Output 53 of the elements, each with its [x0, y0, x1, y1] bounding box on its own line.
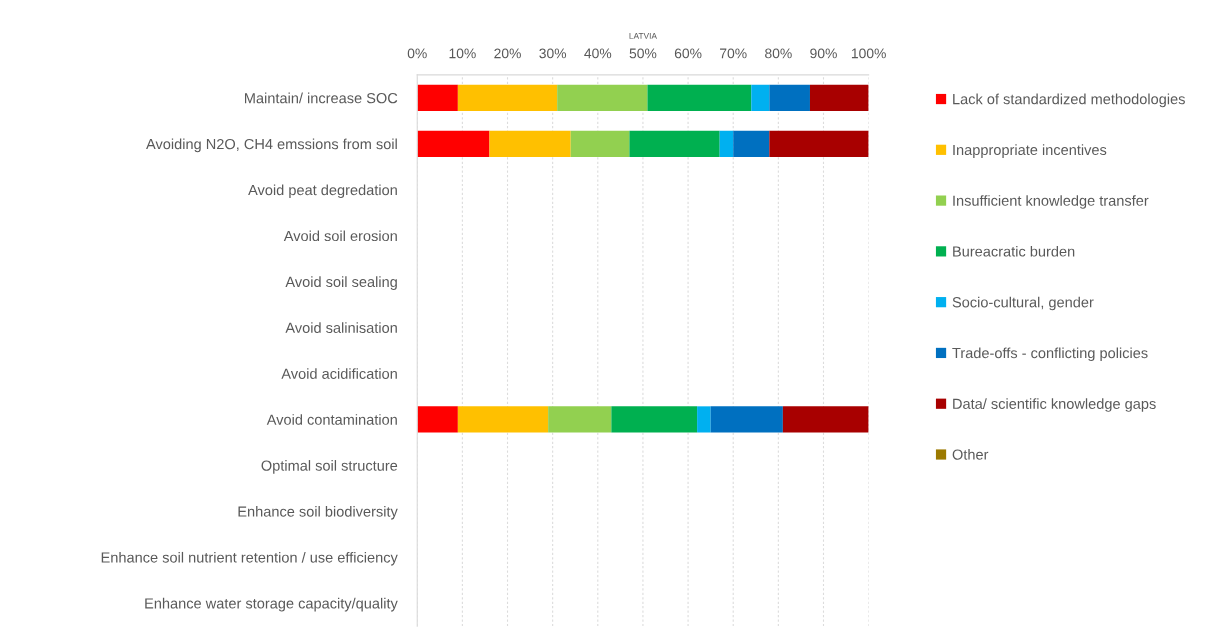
legend-label: Lack of standardized methodologies [953, 93, 1185, 108]
bar [457, 84, 558, 111]
y-tick-label: Optimal soil structure [261, 460, 398, 474]
legend-label: Data/ scientific knowledge gaps [953, 398, 1156, 412]
legend-label: Trade-offs - conflicting policies [952, 347, 1148, 362]
bar [417, 406, 458, 433]
bar [751, 84, 770, 111]
y-tick-label: Avoid acidification [281, 368, 397, 379]
y-tick-label: Enhance soil nutrient retention / use efficiency [101, 551, 398, 566]
x-tick-label: 20% [494, 48, 521, 59]
y-tick-label: Avoid peat degredation [248, 184, 397, 199]
bar [557, 84, 648, 111]
bar [710, 406, 783, 433]
bar [570, 130, 630, 157]
legend-label: Inappropriate incentives [953, 144, 1107, 158]
y-tick-label: Maintain/ increase SOC [245, 92, 398, 104]
y-tick-label: Avoiding N2O, CH4 emssions from soil [146, 138, 397, 153]
bar [782, 406, 869, 433]
bar [769, 130, 869, 157]
x-tick-label: 0% [407, 48, 427, 59]
legend-label: Bureacratic burden [953, 245, 1075, 257]
x-tick-label: 30% [539, 48, 567, 59]
legend-label: Socio-cultural, gender [952, 296, 1094, 311]
x-tick-label: 40% [584, 48, 612, 59]
legend-label: Insufficient knowledge transfer [953, 195, 1149, 209]
chart-title: LATVIA [629, 33, 657, 39]
bar [611, 406, 698, 433]
legend-label: Other [952, 449, 989, 460]
x-tick-label: 100% [851, 48, 886, 59]
x-tick-label: 60% [674, 48, 702, 59]
x-tick-label: 10% [449, 48, 476, 59]
bar [719, 130, 734, 157]
bar [417, 84, 458, 111]
bar [769, 84, 810, 111]
y-tick-label: Avoid contamination [266, 414, 397, 425]
x-tick-label: 90% [810, 48, 837, 59]
x-tick-label: 50% [629, 48, 657, 59]
x-tick-label: 80% [765, 48, 792, 59]
x-tick-label: 70% [720, 48, 747, 59]
y-tick-label: Enhance water storage capacity/quality [145, 597, 398, 612]
bar [697, 406, 711, 433]
bar [629, 130, 720, 157]
bar [457, 406, 549, 433]
y-tick-label: Avoid soil erosion [283, 230, 397, 242]
y-tick-label: Avoid soil sealing [285, 276, 397, 290]
y-tick-label: Enhance soil biodiversity [238, 506, 398, 520]
bar [647, 84, 752, 111]
y-tick-label: Avoid salinisation [285, 322, 397, 333]
bar [809, 84, 869, 111]
bar [417, 130, 490, 157]
bar [489, 130, 571, 157]
bar [733, 130, 770, 157]
bar [548, 406, 612, 433]
